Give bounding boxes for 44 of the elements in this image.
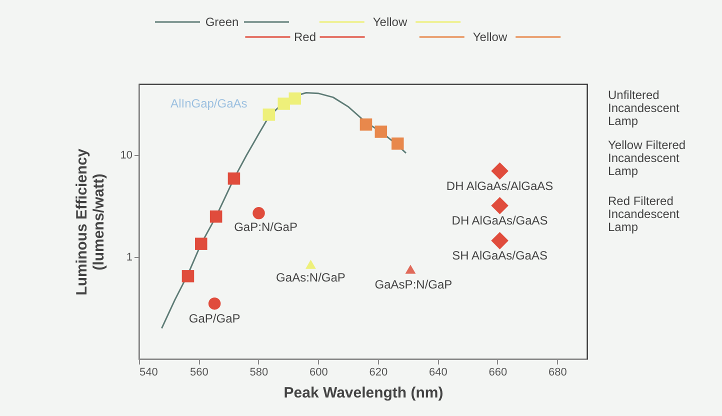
point — [491, 196, 508, 214]
point — [374, 126, 388, 138]
text: Red Filtered Incandescent Lamp — [608, 194, 680, 234]
x-tick-label: 680 — [548, 366, 567, 378]
point — [208, 297, 221, 310]
x-tick-label: 660 — [488, 366, 508, 378]
y-axis-title: Luminous Efficiency (lumens/watt) — [73, 148, 108, 296]
annotation: GaP:N/GaP — [234, 220, 298, 234]
annotation: GaP/GaP — [188, 312, 240, 326]
text: Unfiltered Incandescent Lamp — [608, 88, 680, 128]
point — [491, 232, 508, 250]
x-axis-title: Peak Wavelength (nm) — [284, 384, 444, 402]
point — [252, 207, 265, 220]
x-tick-label: 600 — [310, 366, 328, 378]
x-tick-label: 560 — [190, 366, 208, 378]
point — [360, 118, 372, 131]
legend-label: Green — [205, 15, 239, 29]
point — [262, 108, 276, 121]
annotation: AlInGap/GaAs — [170, 96, 248, 111]
point — [288, 92, 302, 105]
y-tick-label: 1 — [126, 252, 132, 264]
x-tick-label: 540 — [140, 366, 158, 378]
annotation: SH AlGaAs/GaAS — [452, 248, 548, 263]
annotation: DH AlGaAs/GaAS — [452, 214, 548, 228]
point — [228, 172, 240, 185]
annotation: GaAsP:N/GaP — [374, 277, 452, 292]
point — [305, 260, 316, 269]
x-tick-label: 640 — [428, 366, 448, 378]
annotation: DH AlGaAs/AlGaAS — [446, 179, 554, 193]
text: Yellow Filtered Incandescent Lamp — [608, 138, 686, 178]
point — [405, 264, 416, 274]
legend-label: Yellow — [372, 15, 408, 29]
legend-label: Yellow — [472, 30, 508, 44]
point — [182, 270, 194, 282]
annotation: GaAs:N/GaP — [276, 270, 346, 284]
x-tick-label: 580 — [250, 366, 268, 378]
x-tick-label: 620 — [369, 366, 388, 378]
point — [491, 162, 508, 180]
y-tick-label: 10 — [120, 150, 132, 162]
point — [392, 137, 404, 150]
legend-label: Red — [294, 30, 316, 44]
point — [195, 238, 208, 250]
point — [278, 98, 290, 110]
point — [210, 210, 222, 223]
